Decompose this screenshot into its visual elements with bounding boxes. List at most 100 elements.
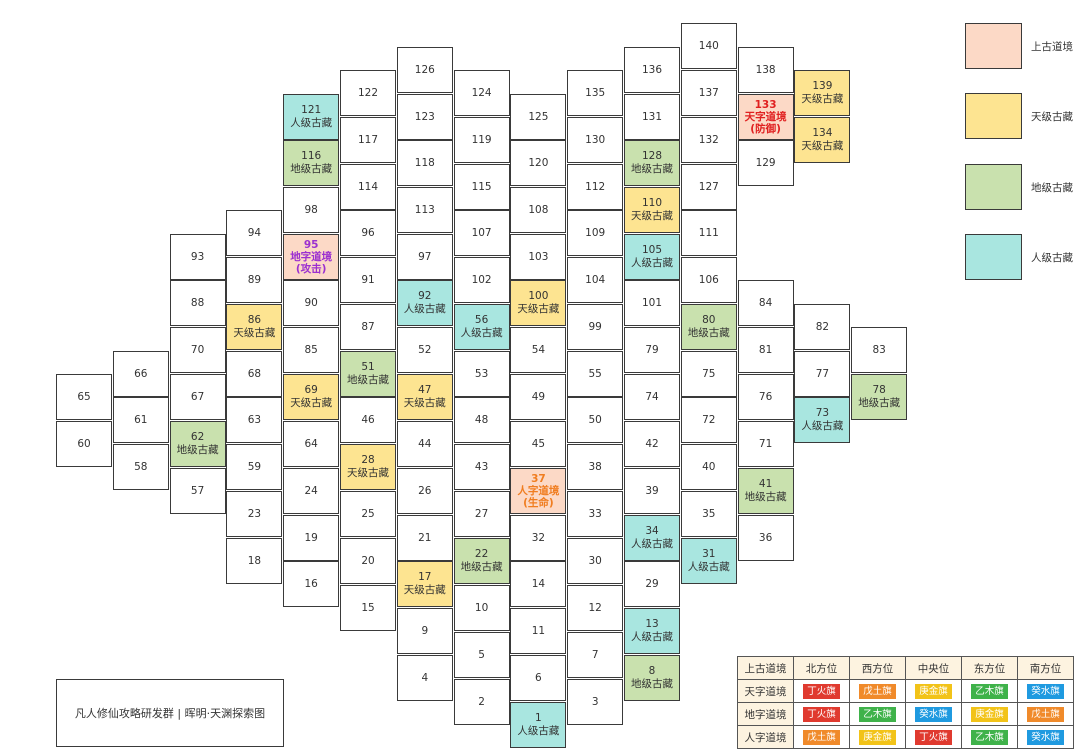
cell-label: 人级古藏: [403, 303, 446, 315]
map-cell-136: 136: [624, 47, 680, 93]
cell-number: 48: [474, 413, 489, 426]
cell-number: 49: [531, 390, 546, 403]
map-cell-26: 26: [396, 468, 453, 514]
cell-number: 16: [304, 577, 318, 590]
header-cell: 西方位: [849, 656, 906, 680]
map-cell-30: 30: [567, 538, 624, 584]
cell-number: 52: [418, 343, 432, 356]
map-cell-11: 11: [510, 608, 567, 654]
legend-swatch: [965, 93, 1022, 139]
header-cell: 北方位: [793, 656, 850, 680]
cell-label: 人级古藏: [290, 117, 333, 129]
flag-badge: 丁火旗: [803, 683, 840, 699]
map-cell-115: 115: [453, 164, 510, 210]
cell-number: 130: [585, 133, 606, 146]
cell-number: 19: [304, 531, 318, 544]
cell-label: 天级古藏: [403, 397, 446, 409]
cell-number: 45: [531, 437, 546, 450]
map-cell-133: 133 天字道境 (防御): [737, 94, 794, 140]
cell-label: 人级古藏: [631, 631, 673, 643]
cell-number: 79: [645, 343, 659, 356]
cell-number: 51: [361, 361, 375, 373]
map-cell-54: 54: [510, 327, 567, 373]
cell-number: 21: [418, 531, 432, 544]
cell-number: 55: [588, 367, 602, 380]
cell-number: 23: [247, 507, 262, 520]
map-cell-58: 58: [112, 444, 169, 490]
map-cell-3: 3: [567, 679, 624, 725]
map-cell-21: 21: [396, 515, 453, 561]
flag-cell: 乙木旗: [961, 679, 1018, 703]
map-cell-138: 138: [737, 47, 794, 93]
legend-swatch: [965, 164, 1022, 210]
map-cell-107: 107: [453, 210, 510, 256]
cell-label: 人级古藏: [801, 420, 844, 432]
cell-sublabel: (攻击): [295, 263, 327, 275]
cell-number: 97: [418, 250, 432, 263]
cell-number: 38: [588, 460, 602, 473]
flag-cell: 庚金旗: [961, 702, 1018, 726]
cell-number: 6: [535, 671, 542, 684]
map-cell-140: 140: [680, 23, 737, 69]
cell-label: 地级古藏: [347, 374, 389, 386]
map-cell-23: 23: [226, 491, 283, 537]
cell-number: 27: [474, 507, 489, 520]
cell-number: 11: [531, 624, 546, 637]
flag-badge: 癸水旗: [1027, 683, 1064, 699]
cell-number: 22: [474, 548, 489, 560]
cell-number: 14: [531, 577, 546, 590]
cell-number: 115: [471, 180, 492, 193]
map-cell-132: 132: [680, 117, 737, 163]
cell-number: 66: [134, 367, 148, 380]
cell-number: 89: [247, 273, 262, 286]
map-cell-124: 124: [453, 70, 510, 116]
map-cell-73: 73 人级古藏: [794, 397, 851, 443]
map-cell-95: 95 地字道境 (攻击): [283, 234, 340, 280]
map-cell-32: 32: [510, 515, 567, 561]
cell-number: 110: [641, 197, 663, 209]
cell-label: 地级古藏: [176, 444, 219, 456]
legend-item: 天级古藏: [965, 93, 1080, 141]
map-cell-131: 131: [624, 94, 680, 140]
flag-cell: 丁火旗: [793, 702, 850, 726]
cell-number: 134: [812, 127, 833, 139]
map-cell-31: 31 人级古藏: [680, 538, 737, 584]
cell-number: 25: [361, 507, 375, 520]
cell-number: 132: [698, 133, 719, 146]
cell-number: 17: [418, 571, 432, 583]
flag-badge: 戊土旗: [859, 683, 896, 699]
cell-label: 天字道境: [744, 111, 787, 123]
map-cell-122: 122: [340, 70, 396, 116]
cell-number: 104: [585, 273, 606, 286]
header-cell: 中央位: [905, 656, 962, 680]
cell-number: 78: [872, 384, 886, 396]
cell-number: 90: [304, 296, 318, 309]
legend-item: 人级古藏: [965, 234, 1080, 282]
map-cell-70: 70: [169, 327, 226, 373]
flag-badge: 乙木旗: [971, 683, 1008, 699]
map-cell-47: 47 天级古藏: [396, 374, 453, 420]
cell-label: 天级古藏: [801, 93, 844, 105]
map-cell-41: 41 地级古藏: [737, 468, 794, 514]
cell-number: 61: [134, 413, 148, 426]
map-cell-89: 89: [226, 257, 283, 303]
cell-number: 113: [414, 203, 435, 216]
cell-number: 98: [304, 203, 318, 216]
cell-number: 140: [698, 39, 719, 52]
cell-number: 111: [698, 226, 719, 239]
map-cell-29: 29: [624, 561, 680, 607]
cell-number: 43: [474, 460, 489, 473]
map-cell-127: 127: [680, 164, 737, 210]
map-cell-106: 106: [680, 257, 737, 303]
cell-label: 地级古藏: [631, 678, 673, 690]
map-cell-62: 62 地级古藏: [169, 421, 226, 467]
cell-number: 129: [755, 156, 776, 169]
map-cell-118: 118: [396, 140, 453, 186]
map-cell-93: 93: [169, 234, 226, 280]
cell-number: 37: [531, 473, 546, 485]
map-cell-109: 109: [567, 210, 624, 256]
cell-number: 126: [414, 63, 435, 76]
cell-label: 天级古藏: [517, 303, 560, 315]
map-cell-81: 81: [737, 327, 794, 373]
